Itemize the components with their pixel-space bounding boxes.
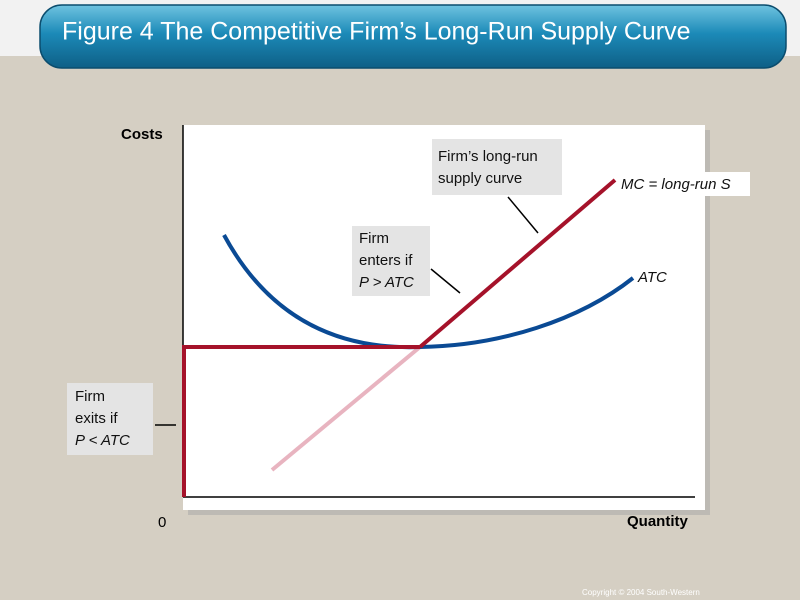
origin-label: 0 — [158, 514, 166, 531]
note-text: Firm — [359, 230, 389, 247]
note-text: P < ATC — [75, 432, 130, 449]
mc-lower — [270, 345, 422, 472]
supply-curve — [418, 178, 617, 349]
pointer — [430, 268, 461, 294]
label-box — [617, 172, 750, 196]
supply-vertical — [182, 345, 420, 497]
y-axis-label: Costs — [121, 126, 163, 143]
note-text: Firm — [75, 388, 105, 405]
pointer — [507, 196, 539, 234]
note-text: supply curve — [438, 170, 522, 187]
mc-label: MC = long-run S — [621, 176, 731, 193]
atc-label: ATC — [637, 269, 667, 286]
note-text: exits if — [75, 410, 118, 427]
title: Figure 4 The Competitive Firm’s Long-Run… — [62, 18, 691, 46]
note-box — [67, 383, 153, 455]
note-box — [352, 226, 430, 296]
note-text: enters if — [359, 252, 413, 269]
copyright: Copyright © 2004 South-Western — [582, 588, 700, 597]
title-bar — [39, 4, 787, 69]
note-text: P > ATC — [359, 274, 414, 291]
note-text: Firm’s long-run — [438, 148, 538, 165]
x-axis-label: Quantity — [627, 513, 688, 530]
note-box — [432, 139, 562, 195]
